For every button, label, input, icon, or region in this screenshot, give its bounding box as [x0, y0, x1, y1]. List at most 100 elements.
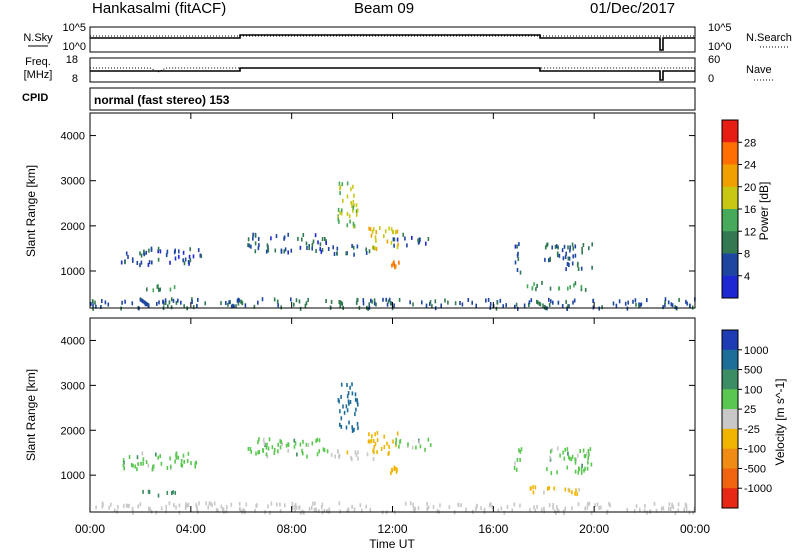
- vel-echo-cell: [395, 441, 397, 445]
- power-echo-cell: [191, 297, 193, 302]
- vel-echo-cell: [136, 467, 138, 472]
- vel-echo-cell: [279, 445, 282, 450]
- power-echo-cell: [528, 303, 530, 307]
- vel-echo-cell: [347, 399, 350, 404]
- power-echo-cell: [541, 280, 543, 285]
- power-echo-cell: [502, 304, 504, 309]
- power-echo-cell: [467, 298, 470, 302]
- vel-echo-cell: [448, 505, 451, 510]
- power-colorbar-swatch: [722, 164, 738, 188]
- power-echo-cell: [311, 246, 313, 251]
- vel-echo-cell: [351, 425, 353, 430]
- vel-ytick-label: 2000: [61, 425, 85, 437]
- power-echo-cell: [280, 249, 283, 254]
- vel-echo-cell: [413, 509, 416, 513]
- power-echo-cell: [92, 299, 94, 304]
- velocity-colorbar-label: Velocity [m s^-1]: [773, 379, 787, 466]
- power-echo-cell: [685, 299, 687, 304]
- power-echo-cell: [514, 244, 517, 249]
- vel-echo-cell: [242, 507, 245, 512]
- vel-echo-cell: [683, 507, 685, 512]
- power-echo-cell: [188, 254, 191, 259]
- vel-echo-cell: [374, 432, 376, 437]
- vel-echo-cell: [513, 502, 515, 507]
- power-echo-cell: [574, 253, 577, 258]
- vel-echo-cell: [557, 509, 560, 514]
- vel-echo-cell: [139, 502, 142, 507]
- power-echo-cell: [588, 246, 590, 251]
- vel-colorbar-swatch: [722, 330, 738, 351]
- vel-echo-cell: [574, 491, 576, 496]
- vel-echo-cell: [426, 501, 428, 506]
- power-echo-cell: [517, 306, 519, 311]
- power-echo-cell: [388, 226, 390, 231]
- power-colorbar-tick-label: 20: [744, 182, 756, 194]
- nave-tick-top: 60: [708, 54, 720, 66]
- power-echo-cell: [146, 302, 148, 307]
- vel-echo-cell: [123, 460, 125, 465]
- vel-echo-cell: [142, 461, 144, 466]
- vel-echo-cell: [168, 501, 171, 506]
- vel-echo-region: [166, 451, 197, 471]
- vel-echo-cell: [411, 445, 414, 450]
- power-echo-cell: [228, 300, 230, 305]
- vel-echo-region: [546, 446, 593, 476]
- power-echo-cell: [165, 253, 168, 258]
- vel-echo-cell: [583, 454, 586, 459]
- vel-echo-cell: [373, 445, 376, 449]
- power-echo-cell: [267, 248, 270, 253]
- vel-echo-cell: [692, 510, 694, 515]
- vel-echo-cell: [395, 437, 397, 442]
- vel-colorbar-tick-label: 1000: [744, 345, 768, 357]
- nave-tick-bottom: 0: [708, 73, 714, 85]
- power-echo-region: [514, 242, 522, 275]
- vel-echo-cell: [122, 458, 125, 463]
- vel-echo-cell: [483, 507, 486, 512]
- vel-echo-cell: [117, 505, 119, 509]
- power-echo-cell: [664, 303, 666, 308]
- power-echo-cell: [356, 244, 359, 249]
- power-echo-cell: [247, 237, 250, 242]
- vel-echo-cell: [424, 447, 426, 452]
- power-echo-cell: [373, 301, 376, 306]
- power-echo-cell: [240, 299, 242, 304]
- power-colorbar-swatch: [722, 231, 738, 254]
- vel-echo-cell: [174, 459, 176, 464]
- velocity-panel: 1000 2000 3000 4000 00:00 04:00 08:00 12:00 16:…: [24, 317, 787, 551]
- vel-echo-cell: [355, 407, 357, 412]
- power-echo-cell: [252, 232, 254, 237]
- vel-echo-cell: [113, 508, 116, 513]
- vel-echo-cell: [419, 444, 422, 449]
- vel-echo-cell: [668, 502, 671, 507]
- power-echo-cell: [162, 300, 165, 305]
- power-echo-cell: [352, 205, 355, 210]
- vel-echo-cell: [122, 463, 125, 468]
- cpid-label: CPID: [22, 92, 48, 104]
- power-echo-cell: [564, 255, 567, 259]
- power-echo-cell: [536, 283, 538, 288]
- power-echo-cell: [536, 299, 538, 304]
- power-y-axis: 1000 2000 3000 4000: [61, 113, 696, 308]
- vel-echo-cell: [315, 438, 317, 443]
- power-echo-cell: [556, 253, 559, 258]
- power-echo-cell: [383, 234, 385, 239]
- vel-echo-cell: [125, 503, 128, 508]
- power-echo-cell: [569, 285, 571, 290]
- vel-echo-cell: [555, 505, 558, 510]
- vel-echo-cell: [123, 466, 125, 471]
- power-echo-cell: [568, 263, 570, 267]
- vel-echo-cell: [293, 438, 296, 443]
- vel-echo-cell: [395, 466, 397, 471]
- power-echo-cell: [340, 208, 343, 213]
- power-echo-cell: [304, 303, 307, 308]
- power-echo-cell: [302, 233, 305, 237]
- cpid-panel: CPID normal (fast stereo) 153: [22, 87, 696, 111]
- vel-echo-cell: [127, 504, 129, 508]
- vel-echo-cell: [415, 445, 417, 450]
- vel-echo-cell: [326, 509, 328, 514]
- power-echo-cell: [555, 244, 558, 249]
- power-echo-cell: [544, 245, 547, 250]
- vel-echo-cell: [305, 442, 308, 447]
- power-echo-cell: [338, 181, 341, 186]
- vel-echo-region: [330, 449, 375, 462]
